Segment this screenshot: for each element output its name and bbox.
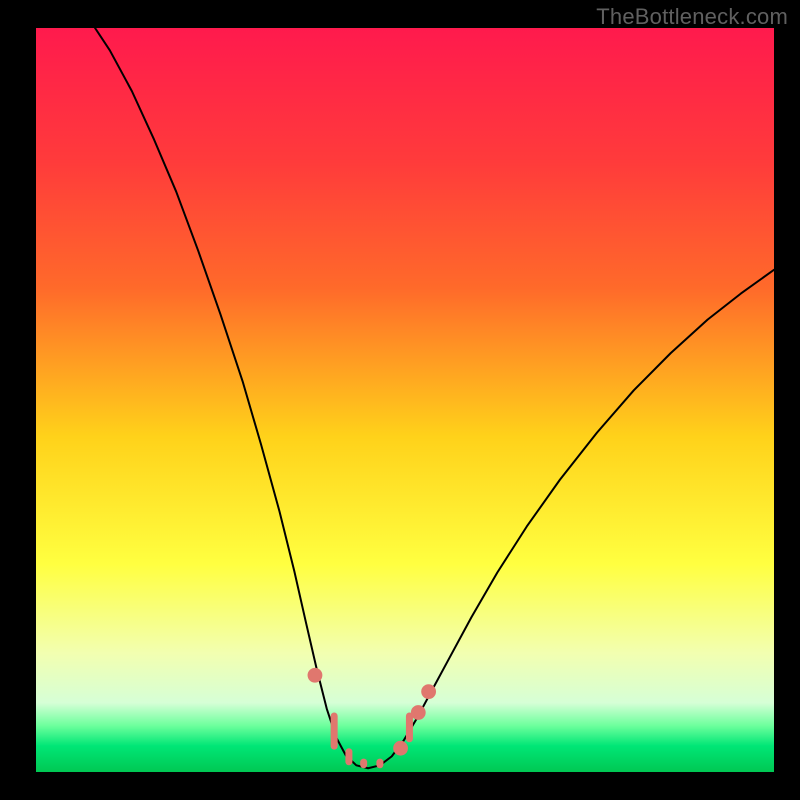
plot-area <box>36 28 774 772</box>
data-marker <box>360 759 367 769</box>
data-marker <box>421 684 436 699</box>
plot-svg <box>36 28 774 772</box>
data-marker <box>308 668 323 683</box>
data-marker <box>393 741 408 756</box>
data-marker <box>376 759 383 769</box>
data-marker <box>406 712 413 742</box>
data-marker <box>331 712 338 749</box>
data-marker <box>411 705 426 720</box>
data-marker <box>345 748 352 765</box>
chart-stage: TheBottleneck.com <box>0 0 800 800</box>
watermark-text: TheBottleneck.com <box>596 4 788 30</box>
gradient-background <box>36 28 774 772</box>
